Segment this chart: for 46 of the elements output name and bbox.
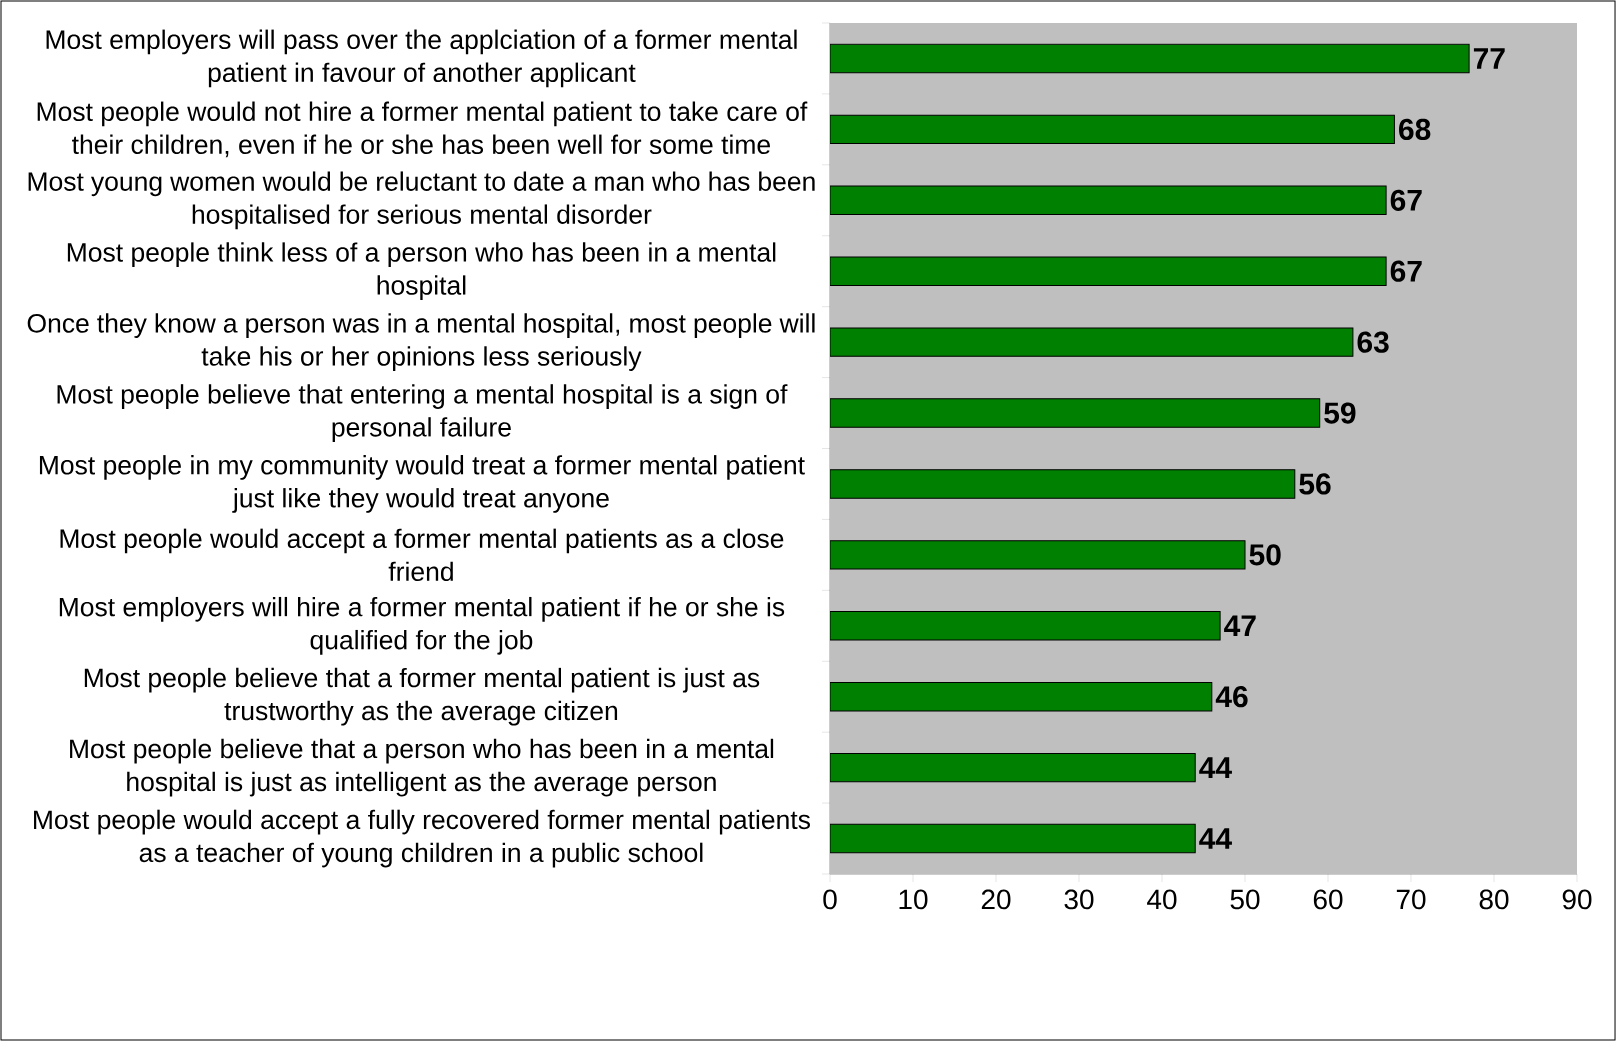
data-label: 47 <box>1224 615 1256 637</box>
y-tick-label: Once they know a person was in a mental hospital, most people will take his or her opinions less seriously <box>27 313 815 371</box>
data-label: 44 <box>1199 757 1232 778</box>
y-tick-label: Most people believe that a former mental patient is just as trustworthy as the average citizen <box>84 667 760 726</box>
bar <box>830 540 1246 570</box>
data-label: 67 <box>1390 189 1422 211</box>
x-tick-label: 90 <box>1562 889 1592 910</box>
y-tick-label: Most employers will hire a former mental patient if he or she is qualified for the job <box>59 596 785 655</box>
data-label: 56 <box>1299 473 1331 495</box>
x-tick-label: 80 <box>1479 889 1509 910</box>
bar <box>830 327 1354 357</box>
data-label: 77 <box>1473 48 1505 69</box>
bar <box>830 469 1296 499</box>
x-tick-label: 40 <box>1147 889 1177 910</box>
data-label: 46 <box>1215 686 1248 708</box>
y-tick-label: Most young women would be reluctant to date a man who has been hospitalised for serious mental disorder <box>28 171 815 230</box>
y-tick-label: Most people believe that a person who has been in a mental hospital is just as intelligent as the average person <box>70 738 774 797</box>
bar <box>830 43 1470 74</box>
data-label: 50 <box>1249 544 1281 566</box>
bar <box>830 398 1321 428</box>
y-tick-label: Most people would accept a former mental patients as a close friend <box>60 528 784 582</box>
y-tick-label: Most people think less of a person who has been in a mental hospital <box>67 242 776 301</box>
x-tick-label: 10 <box>899 889 928 910</box>
data-label: 63 <box>1357 331 1389 353</box>
bar <box>830 114 1395 145</box>
x-tick-label: 70 <box>1396 889 1426 910</box>
x-tick-label: 0 <box>823 889 837 910</box>
bar <box>830 256 1387 286</box>
x-tick-label: 60 <box>1313 889 1343 910</box>
bar <box>830 823 1196 854</box>
x-tick-label: 20 <box>981 889 1011 910</box>
data-label: 68 <box>1399 118 1431 140</box>
bar <box>830 682 1213 712</box>
y-tick-label: Most people in my community would treat a former mental patient just like they would treat anyone <box>39 455 805 513</box>
x-tick-label: 50 <box>1230 889 1260 910</box>
x-tick-label: 30 <box>1064 889 1094 910</box>
bar <box>830 752 1196 783</box>
y-tick-label: Most employers will pass over the applciation of a former mental patient in favour of another applicant <box>46 29 797 88</box>
bar <box>830 611 1221 641</box>
y-tick-label: Most people would accept a fully recovered former mental patients as a teacher of young children in a public school <box>34 809 810 868</box>
data-label: 59 <box>1324 402 1356 424</box>
data-label: 67 <box>1390 260 1422 282</box>
y-tick-label: Most people believe that entering a mental hospital is a sign of personal failure <box>57 384 788 442</box>
data-label: 44 <box>1199 828 1232 849</box>
bar <box>830 185 1387 215</box>
y-tick-label: Most people would not hire a former mental patient to take care of their children, even if he or she has been well for some time <box>37 101 808 158</box>
